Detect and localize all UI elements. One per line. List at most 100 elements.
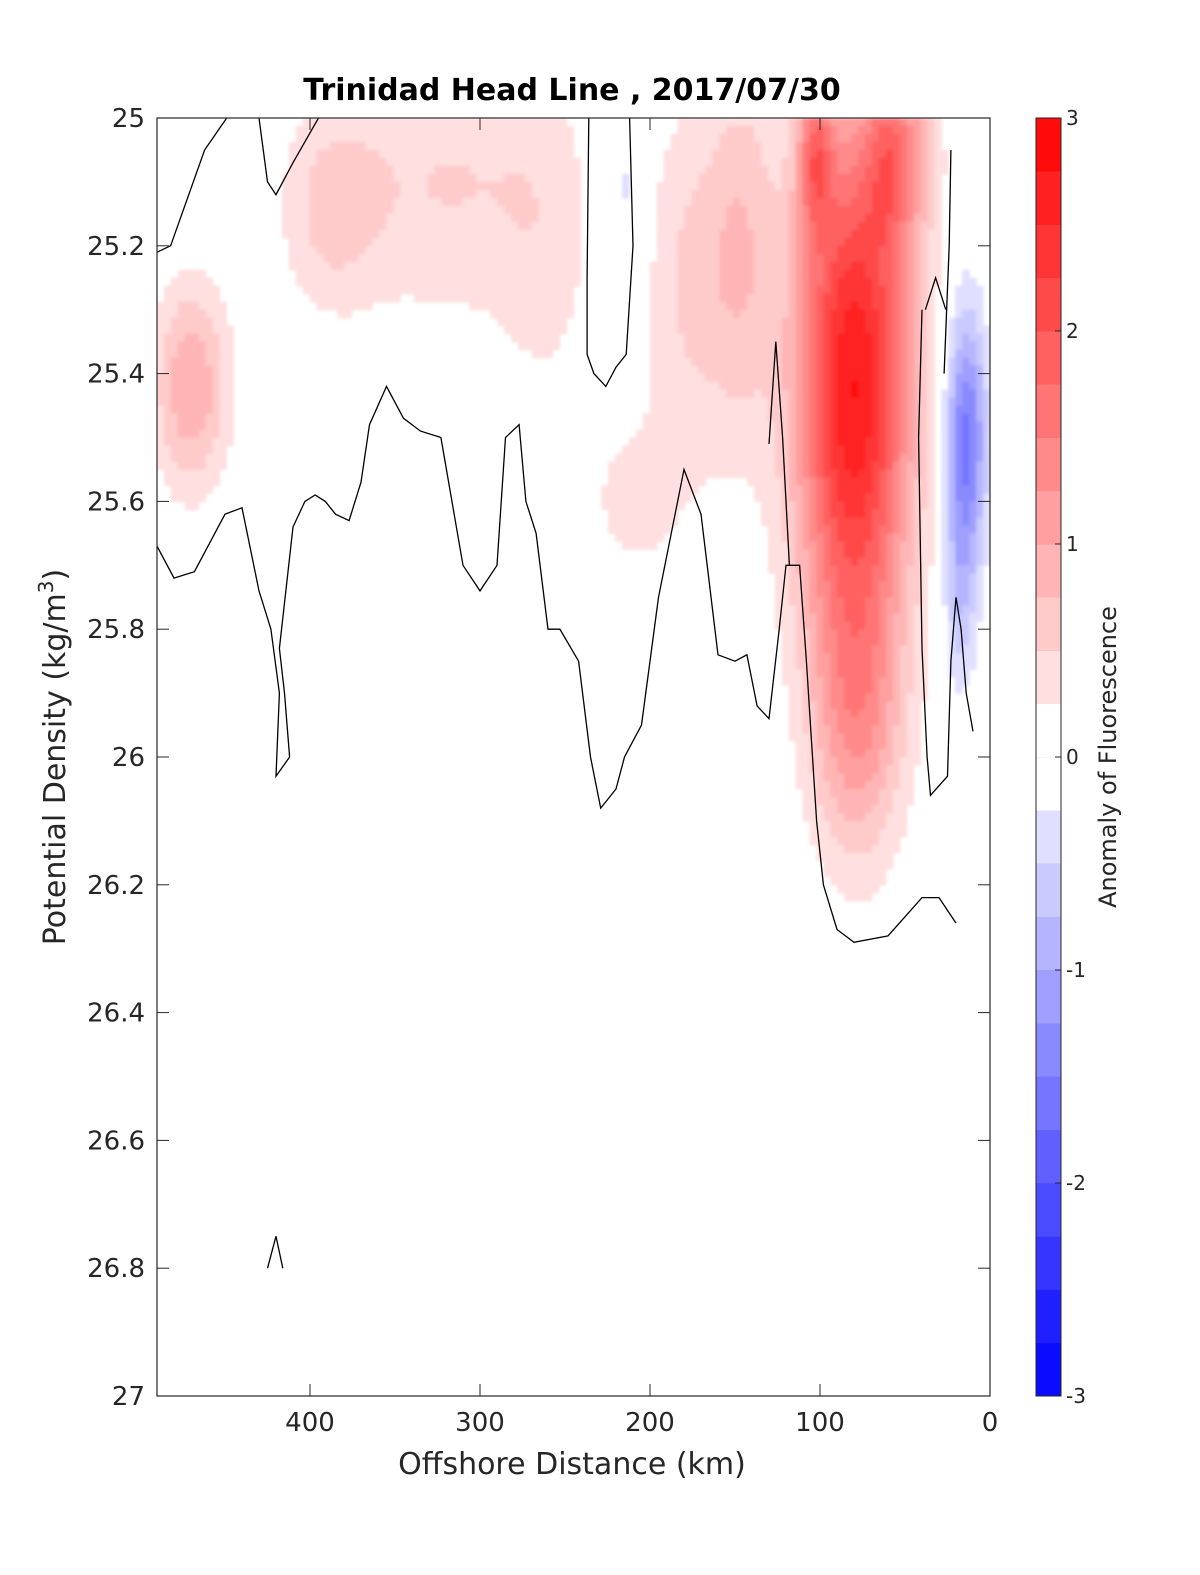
- anomaly-cell: [760, 485, 769, 495]
- anomaly-cell: [198, 293, 207, 303]
- anomaly-cell: [844, 725, 852, 734]
- anomaly-cell: [858, 293, 866, 303]
- anomaly-cell: [455, 285, 464, 295]
- anomaly-cell: [455, 229, 464, 239]
- anomaly-cell: [795, 277, 804, 287]
- anomaly-cell: [642, 525, 651, 534]
- x-tick-label: 200: [625, 1408, 675, 1438]
- anomaly-cell: [899, 365, 908, 375]
- anomaly-cell: [878, 549, 887, 558]
- anomaly-cell: [448, 221, 457, 231]
- anomaly-cell: [885, 573, 894, 582]
- anomaly-cell: [906, 165, 915, 175]
- anomaly-cell: [524, 221, 533, 231]
- anomaly-cell: [858, 876, 866, 886]
- anomaly-cell: [747, 133, 755, 143]
- anomaly-cell: [858, 261, 866, 271]
- anomaly-cell: [823, 309, 831, 319]
- anomaly-cell: [691, 349, 700, 359]
- anomaly-cell: [795, 589, 804, 598]
- anomaly-cell: [726, 445, 734, 455]
- anomaly-cell: [899, 277, 908, 287]
- anomaly-cell: [809, 573, 818, 582]
- anomaly-cell: [948, 653, 956, 662]
- anomaly-cell: [844, 836, 852, 846]
- anomaly-cell: [962, 429, 970, 439]
- anomaly-cell: [170, 389, 179, 399]
- anomaly-cell: [878, 796, 887, 806]
- anomaly-cell: [871, 828, 880, 838]
- colorbar-band: [1036, 757, 1061, 811]
- anomaly-cell: [351, 293, 359, 303]
- anomaly-cell: [691, 357, 700, 367]
- anomaly-cell: [740, 253, 748, 263]
- anomaly-cell: [851, 796, 859, 806]
- anomaly-cell: [767, 301, 776, 311]
- anomaly-cell: [184, 285, 193, 295]
- anomaly-cell: [983, 517, 990, 526]
- anomaly-cell: [372, 293, 380, 303]
- anomaly-cell: [295, 237, 304, 247]
- anomaly-cell: [802, 557, 811, 566]
- anomaly-cell: [705, 365, 713, 375]
- anomaly-cell: [747, 349, 755, 359]
- anomaly-cell: [691, 413, 700, 423]
- anomaly-cell: [615, 469, 623, 479]
- anomaly-cell: [899, 637, 908, 646]
- anomaly-cell: [844, 333, 852, 343]
- anomaly-cell: [747, 285, 755, 295]
- anomaly-cell: [448, 253, 457, 263]
- anomaly-cell: [823, 525, 831, 534]
- anomaly-cell: [913, 221, 922, 231]
- anomaly-cell: [969, 469, 977, 479]
- anomaly-cell: [927, 405, 936, 415]
- anomaly-cell: [705, 325, 713, 335]
- anomaly-cell: [795, 357, 804, 367]
- anomaly-cell: [393, 125, 401, 135]
- anomaly-cell: [844, 149, 852, 159]
- anomaly-cell: [316, 253, 325, 263]
- anomaly-cell: [955, 557, 963, 566]
- anomaly-cell: [774, 149, 783, 159]
- anomaly-cell: [337, 261, 346, 271]
- anomaly-cell: [386, 149, 394, 159]
- anomaly-cell: [781, 653, 790, 662]
- anomaly-cell: [747, 365, 755, 375]
- anomaly-cell: [837, 293, 845, 303]
- anomaly-cell: [747, 197, 755, 207]
- anomaly-cell: [927, 381, 936, 391]
- anomaly-cell: [476, 125, 484, 135]
- anomaly-cell: [823, 780, 831, 790]
- anomaly-cell: [733, 125, 741, 135]
- anomaly-cell: [913, 517, 922, 526]
- anomaly-cell: [823, 349, 831, 359]
- anomaly-cell: [802, 701, 811, 710]
- colorbar-band: [1036, 1289, 1061, 1344]
- anomaly-cell: [851, 701, 859, 710]
- anomaly-cell: [774, 485, 783, 495]
- anomaly-cell: [781, 333, 790, 343]
- anomaly-cell: [511, 125, 519, 135]
- anomaly-cell: [920, 357, 929, 367]
- anomaly-cell: [795, 749, 804, 758]
- anomaly-cell: [955, 549, 963, 558]
- anomaly-cell: [691, 309, 700, 319]
- anomaly-cell: [830, 381, 838, 391]
- anomaly-cell: [330, 181, 339, 191]
- anomaly-cell: [899, 828, 908, 838]
- anomaly-cell: [656, 445, 665, 455]
- anomaly-cell: [920, 181, 929, 191]
- anomaly-cell: [733, 309, 741, 319]
- anomaly-cell: [760, 389, 769, 399]
- anomaly-cell: [712, 141, 720, 151]
- anomaly-cell: [635, 493, 644, 502]
- anomaly-cell: [934, 189, 943, 199]
- anomaly-cell: [851, 581, 859, 590]
- anomaly-cell: [157, 309, 165, 319]
- anomaly-cell: [747, 301, 755, 311]
- anomaly-cell: [927, 197, 936, 207]
- anomaly-cell: [837, 301, 845, 311]
- anomaly-cell: [837, 277, 845, 287]
- anomaly-cell: [837, 181, 845, 191]
- anomaly-cell: [552, 125, 561, 135]
